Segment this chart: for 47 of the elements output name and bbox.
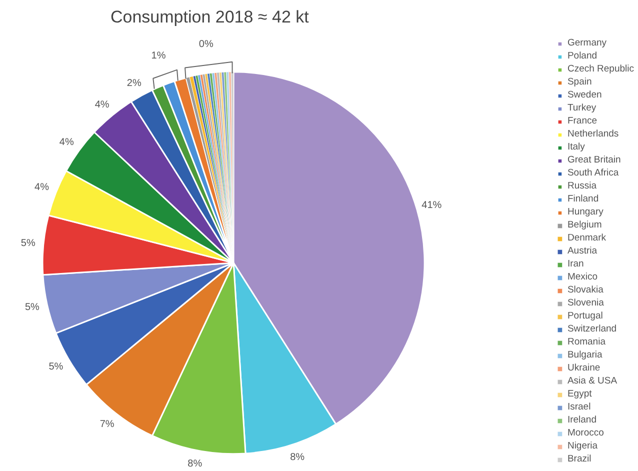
- data-label: 4%: [94, 100, 110, 111]
- data-label: 7%: [100, 419, 114, 430]
- legend-label: Bulgaria: [567, 350, 602, 360]
- legend-label: Nigeria: [567, 440, 598, 452]
- legend-label: Sweden: [567, 90, 602, 100]
- legend-label: Ireland: [567, 414, 597, 426]
- data-label: 41%: [422, 200, 442, 212]
- legend-label: Spain: [567, 76, 592, 88]
- legend-label: Egypt: [567, 388, 592, 400]
- legend-label: Italy: [567, 142, 586, 152]
- legend-label: Romania: [567, 336, 606, 348]
- data-label: 5%: [24, 302, 40, 314]
- legend-label: Russia: [567, 180, 596, 192]
- legend-label: Austria: [567, 246, 598, 256]
- data-label: 5%: [20, 238, 36, 250]
- legend-label: Germany: [567, 38, 607, 48]
- data-label: 4%: [34, 182, 50, 193]
- legend-label: Great Britain: [567, 154, 621, 166]
- legend-label: Czech Republic: [567, 64, 634, 74]
- text: 0%: [198, 39, 214, 50]
- legend-label: Netherlands: [567, 128, 619, 140]
- legend-label: France: [567, 116, 598, 126]
- legend-label: Switzerland: [567, 324, 617, 334]
- legend-label: Finland: [567, 194, 599, 204]
- legend-label: Poland: [567, 50, 598, 62]
- legend-label: Turkey: [567, 102, 596, 114]
- legend-label: Asia & USA: [567, 376, 618, 386]
- legend-label: Hungary: [567, 206, 604, 218]
- legend-label: Denmark: [567, 232, 606, 244]
- data-label: 8%: [290, 452, 305, 464]
- legend-label: Morocco: [567, 428, 604, 438]
- data-label: 8%: [188, 458, 202, 470]
- legend-label: Mexico: [567, 272, 598, 282]
- legend-label: Slovenia: [567, 298, 604, 308]
- data-label: 5%: [48, 362, 64, 373]
- chart-title: Consumption 2018 ≈ 42 kt: [110, 8, 310, 26]
- legend-label: Iran: [567, 258, 585, 270]
- legend-label: Slovakia: [567, 284, 604, 296]
- legend-label: Brazil: [567, 454, 592, 464]
- data-label: 2%: [126, 78, 142, 89]
- legend-label: Portugal: [567, 310, 603, 322]
- legend-label: Israel: [567, 402, 591, 412]
- text: 1%: [151, 50, 166, 62]
- data-label: 4%: [59, 136, 74, 148]
- legend-label: South Africa: [567, 168, 619, 178]
- legend-label: Ukraine: [567, 362, 600, 374]
- legend-label: Belgium: [567, 220, 602, 230]
